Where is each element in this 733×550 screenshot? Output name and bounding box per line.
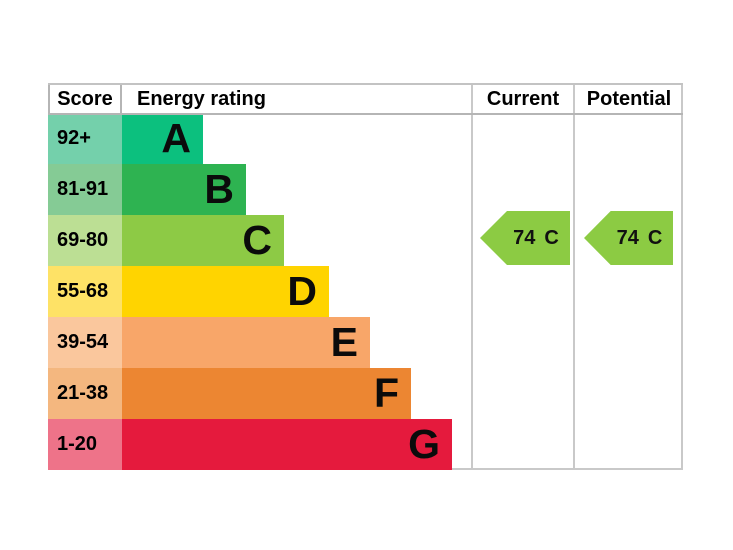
score-range-F: 21-38: [48, 368, 122, 419]
potential-rating-band: C: [647, 226, 663, 249]
potential-column: 74 C: [575, 85, 683, 468]
score-range-D: 55-68: [48, 266, 122, 317]
energy-bands: 92+ A 81-91 B 69-80 C 55-68 D 39-54 E 21-38 F 1-20 G: [48, 113, 471, 470]
header-potential: Potential: [586, 88, 672, 110]
score-range-E: 39-54: [48, 317, 122, 368]
energy-band-row-G: 1-20 G: [48, 419, 471, 470]
score-range-A: 92+: [48, 113, 122, 164]
current-rating-value: 74: [513, 226, 536, 249]
potential-rating-arrow: 74 C: [584, 211, 673, 265]
score-range-G: 1-20: [48, 419, 122, 470]
score-range-B: 81-91: [48, 164, 122, 215]
energy-band-bar-B: B: [122, 164, 246, 215]
energy-band-bar-F: F: [122, 368, 411, 419]
table-header-row: Score Energy rating Current Potential: [48, 85, 683, 115]
energy-band-bar-G: G: [122, 419, 452, 470]
header-energy-rating: Energy rating: [137, 88, 266, 110]
current-rating-band: C: [544, 226, 559, 249]
energy-band-bar-A: A: [122, 113, 203, 164]
header-score: Score: [48, 85, 122, 113]
energy-band-bar-D: D: [122, 266, 329, 317]
potential-rating-value: 74: [616, 226, 639, 249]
current-rating-arrow: 74 C: [480, 211, 570, 265]
score-range-C: 69-80: [48, 215, 122, 266]
energy-band-row-E: 39-54 E: [48, 317, 471, 368]
energy-band-bar-E: E: [122, 317, 370, 368]
energy-band-row-D: 55-68 D: [48, 266, 471, 317]
current-column: 74 C: [471, 85, 575, 468]
energy-band-row-A: 92+ A: [48, 113, 471, 164]
energy-band-row-C: 69-80 C: [48, 215, 471, 266]
epc-table: Score Energy rating Current Potential 92…: [48, 83, 683, 470]
energy-band-bar-C: C: [122, 215, 284, 266]
energy-band-row-F: 21-38 F: [48, 368, 471, 419]
header-current: Current: [486, 88, 560, 110]
energy-band-row-B: 81-91 B: [48, 164, 471, 215]
